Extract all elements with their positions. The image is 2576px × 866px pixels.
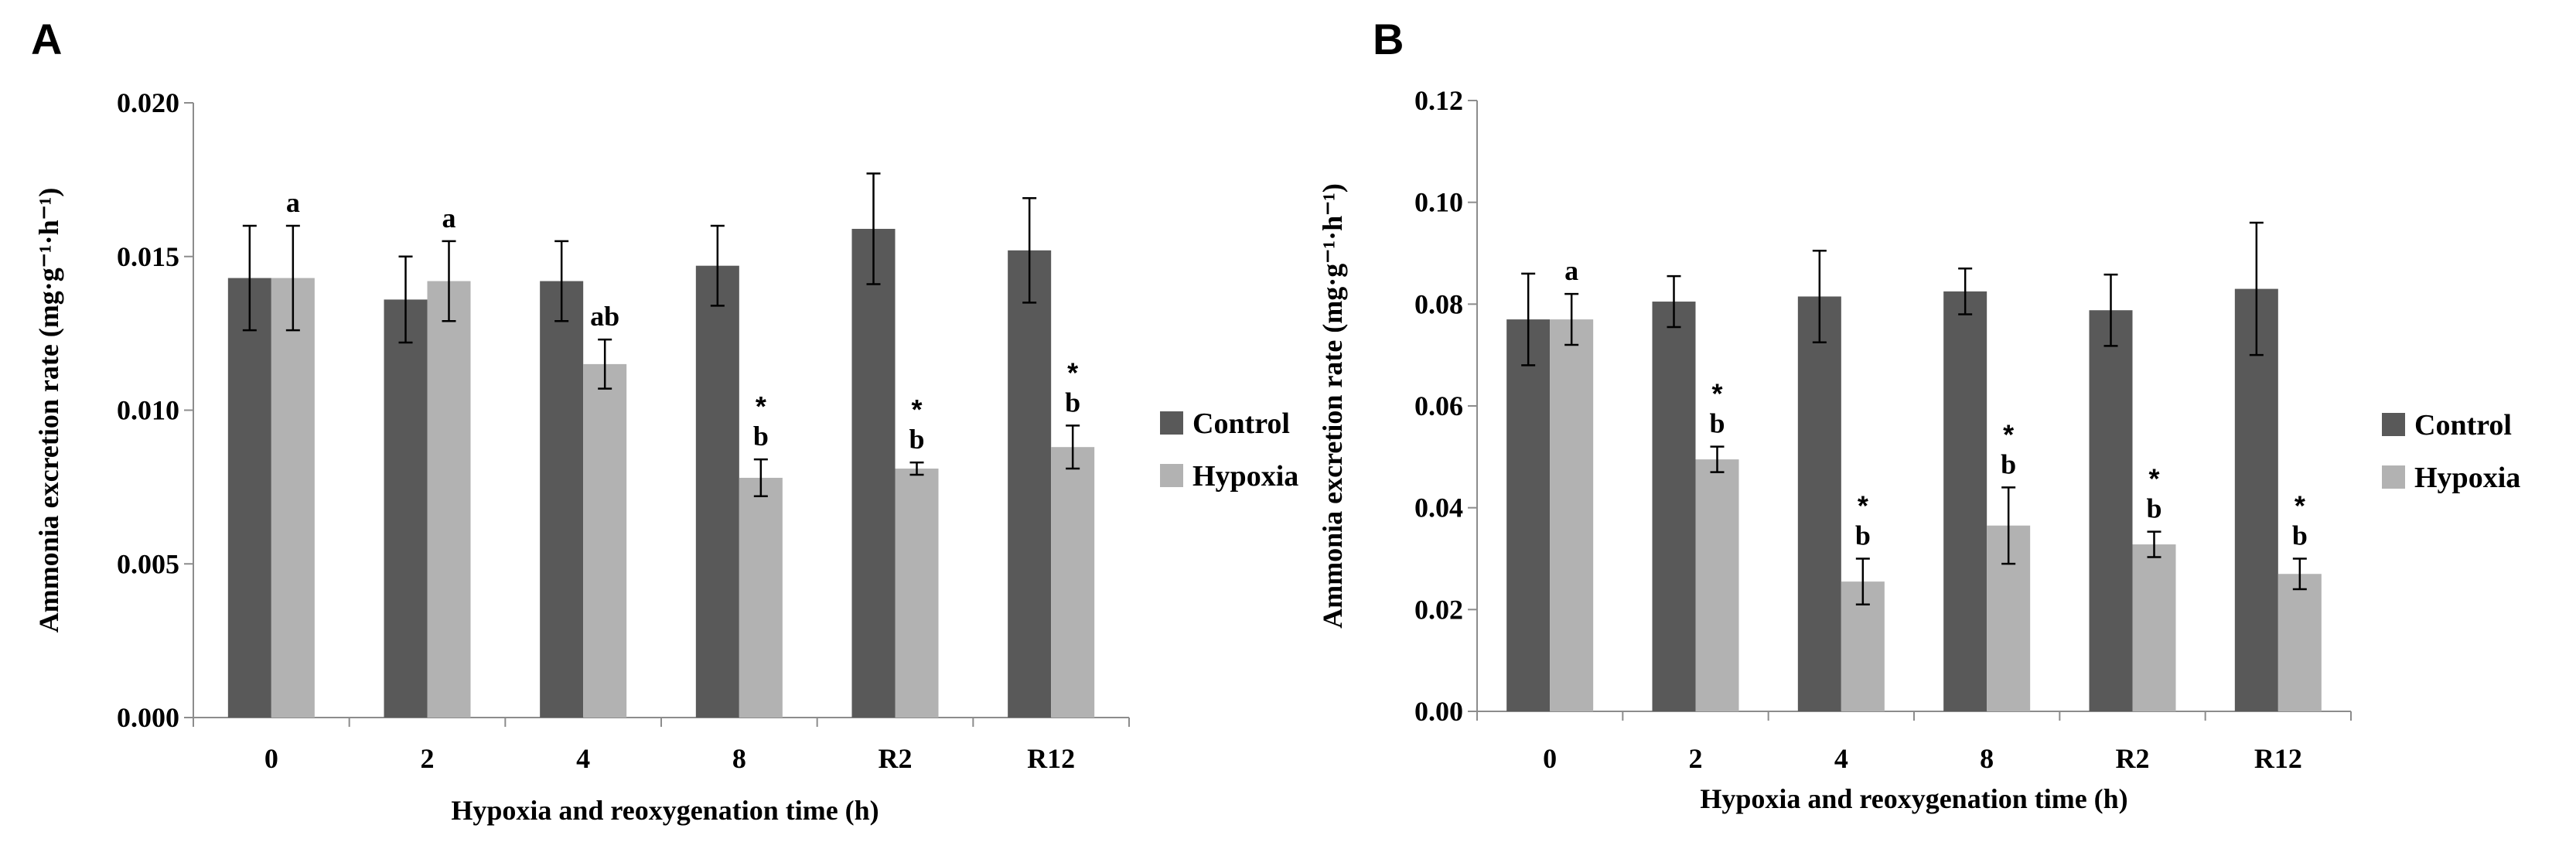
bar-control (384, 299, 428, 718)
bar-control (695, 265, 739, 718)
y-axis-title: Ammonia excretion rate (mg·g⁻¹·h⁻¹) (33, 188, 64, 633)
significance-letter: a (1564, 255, 1578, 286)
bar-hypoxia (2132, 544, 2176, 711)
significance-letter: b (2292, 520, 2308, 551)
y-tick-label: 0.02 (1414, 594, 1463, 625)
bar-hypoxia (583, 363, 627, 718)
legend-swatch-control (1160, 411, 1183, 435)
y-tick-label: 0.04 (1414, 493, 1463, 523)
significance-star: * (1067, 356, 1078, 388)
x-tick-label: 8 (1980, 743, 1994, 774)
significance-star: * (2003, 418, 2014, 450)
chart-panel-b: B 0.00 0.02 0.04 0.06 0.08 0.10 0.12 Ammonia exc… (1317, 15, 2520, 814)
bar-control (1943, 291, 1987, 711)
x-tick-label: R12 (1027, 743, 1075, 774)
y-tick-label: 0.10 (1414, 187, 1463, 218)
x-tick-label: R12 (2254, 743, 2302, 774)
bar-hypoxia (739, 477, 783, 718)
significance-star: * (911, 394, 922, 425)
bar-control (1506, 319, 1551, 711)
bar-hypoxia (271, 278, 315, 718)
significance-star: * (2148, 463, 2159, 495)
bar-hypoxia (1051, 447, 1095, 718)
bar-control (227, 278, 271, 718)
x-tick-label: 4 (1834, 743, 1848, 774)
x-tick-label: R2 (879, 743, 913, 774)
y-tick-label: 0.000 (117, 702, 179, 733)
y-tick-label: 0.06 (1414, 390, 1463, 421)
y-axis-title: Ammonia excretion rate (mg·g⁻¹·h⁻¹) (1317, 183, 1348, 629)
x-tick-label: 4 (576, 743, 590, 774)
legend-label-hypoxia: Hypoxia (2414, 462, 2520, 494)
significance-letter: ab (590, 301, 619, 332)
significance-letter: b (753, 421, 769, 452)
significance-letter: b (909, 424, 924, 455)
bar-hypoxia (1695, 459, 1739, 711)
legend-label-hypoxia: Hypoxia (1192, 460, 1298, 493)
significance-letter: a (442, 203, 456, 234)
significance-star: * (756, 390, 766, 422)
y-tick-label: 0.020 (117, 87, 179, 118)
x-tick-label: R2 (2116, 743, 2150, 774)
significance-letter: a (286, 187, 300, 218)
bar-control (1652, 302, 1696, 712)
significance-letter: b (1065, 387, 1080, 418)
bar-control (1797, 296, 1841, 711)
bar-control (540, 281, 584, 718)
legend-label-control: Control (2414, 409, 2512, 442)
significance-star: * (1858, 490, 1868, 522)
bar-hypoxia (1550, 319, 1594, 711)
panel-letter: B (1373, 15, 1404, 63)
bar-control (1008, 250, 1052, 718)
bar-hypoxia (427, 281, 471, 718)
y-tick-label: 0.015 (117, 241, 179, 272)
x-axis-title: Hypoxia and reoxygenation time (h) (1700, 783, 2127, 814)
bar-control (2089, 310, 2133, 711)
significance-star: * (1711, 378, 1722, 410)
significance-letter: b (2146, 493, 2161, 524)
y-tick-label: 0.00 (1414, 696, 1463, 727)
bar-control (851, 228, 896, 718)
legend-swatch-hypoxia (2382, 465, 2405, 489)
y-tick-label: 0.010 (117, 395, 179, 426)
bar-hypoxia (895, 469, 939, 718)
bar-hypoxia (2277, 574, 2322, 711)
x-axis-title: Hypoxia and reoxygenation time (h) (451, 795, 879, 826)
y-tick-label: 0.005 (117, 548, 179, 579)
significance-letter: b (1855, 520, 1871, 551)
x-tick-label: 0 (264, 743, 278, 774)
y-tick-label: 0.08 (1414, 288, 1463, 319)
y-tick-label: 0.12 (1414, 85, 1463, 116)
legend-swatch-control (2382, 413, 2405, 436)
panel-letter: A (31, 15, 62, 63)
legend-label-control: Control (1192, 407, 1290, 440)
x-tick-label: 0 (1543, 743, 1557, 774)
bar-control (2234, 288, 2278, 711)
x-tick-label: 2 (1689, 743, 1703, 774)
chart-panel-a: A 0.000 0.005 0.010 0.015 0.020 Ammonia excret… (31, 15, 1298, 826)
significance-star: * (2295, 490, 2305, 522)
significance-letter: b (1709, 408, 1725, 439)
x-tick-label: 8 (732, 743, 746, 774)
significance-letter: b (2001, 448, 2016, 479)
x-tick-label: 2 (421, 743, 435, 774)
legend-swatch-hypoxia (1160, 464, 1183, 487)
